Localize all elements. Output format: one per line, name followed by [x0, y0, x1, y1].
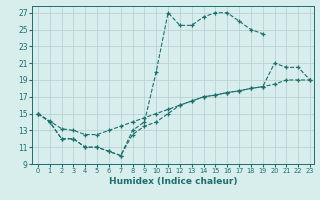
- X-axis label: Humidex (Indice chaleur): Humidex (Indice chaleur): [108, 177, 237, 186]
